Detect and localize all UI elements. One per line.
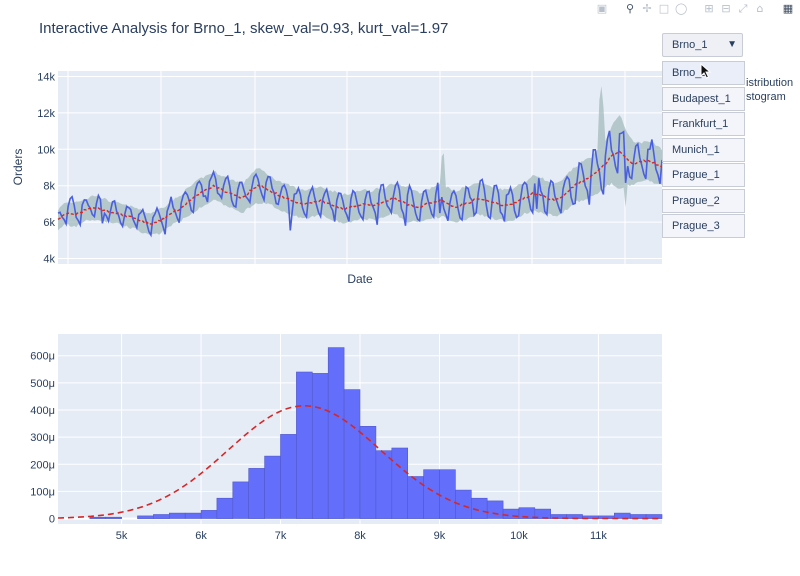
x-tick-label: 8k [354,530,366,542]
normal-fit-curve[interactable] [57,405,662,520]
histogram-bar[interactable] [200,510,218,519]
x-tick-label: 7k [275,530,287,542]
chart-title: Interactive Analysis for Brno_1, skew_va… [39,20,449,37]
y-tick-label: 300μ [30,432,55,444]
y-tick-label: 200μ [30,459,55,471]
histogram-bar[interactable] [169,512,186,519]
histogram-bar[interactable] [89,516,107,519]
pan-icon[interactable]: ✢ [642,2,652,15]
y-tick-label: 100μ [30,486,55,498]
x-tick-label: 11k [590,530,607,542]
zoom-icon[interactable]: ⚲ [625,2,635,15]
histogram-bar[interactable] [502,508,520,519]
histogram-bar[interactable] [232,481,250,519]
histogram-bar[interactable] [296,371,313,519]
y-tick-label: 400μ [30,405,55,417]
dropdown-selected-label: Brno_1 [672,39,708,51]
zoom-out-icon[interactable]: ⊟ [721,2,731,15]
histogram-bar[interactable] [375,450,393,519]
dropdown-option-budapest-1[interactable]: Budapest_1 [662,86,745,111]
histogram-bar[interactable] [327,347,345,519]
top-plot-area[interactable] [58,71,662,264]
rolling-mean-line[interactable] [57,150,663,226]
dropdown-option-prague-2[interactable]: Prague_2 [662,188,745,213]
y-tick-label: 14k [37,71,55,83]
histogram-bar[interactable] [248,468,265,519]
histogram-bar[interactable] [613,512,631,519]
modebar: ▣ ⚲ ✢ □ ◯ ⊞ ⊟ ⤢ ⌂ ▦ [596,2,794,16]
confidence-band [58,86,662,236]
y-tick-label: 500μ [30,378,55,390]
box-select-icon[interactable]: □ [658,2,670,15]
x-tick-label: 10k [510,530,528,542]
dropdown-selected[interactable]: Brno_1 ▼ [662,33,743,57]
x-tick-label: 6k [195,530,207,542]
y-tick-label: 8k [43,181,55,193]
orders-series-line[interactable] [57,130,663,238]
y-tick-label: 10k [37,144,55,156]
x-axis-label: Date [347,272,373,286]
legend-entry-distribution[interactable]: istribution [746,77,794,89]
mouse-cursor-icon [700,63,712,79]
dropdown-option-prague-1[interactable]: Prague_1 [662,163,745,187]
dropdown-option-frankfurt-1[interactable]: Frankfurt_1 [662,112,745,136]
y-tick-label: 12k [37,108,55,120]
zoom-in-icon[interactable]: ⊞ [704,2,714,15]
x-tick-label: 5k [116,530,128,542]
histogram-bar[interactable] [439,469,456,519]
y-axis-label: Orders [11,149,25,186]
chevron-down-icon: ▼ [727,39,737,50]
y-tick-label: 6k [43,217,55,229]
histogram-bar[interactable] [534,508,551,519]
lasso-icon[interactable]: ◯ [675,2,688,15]
histogram-bar[interactable] [343,389,361,519]
histogram-bar[interactable] [105,516,122,519]
home-icon[interactable]: ⌂ [756,2,764,15]
histogram-bar[interactable] [486,500,504,519]
x-tick-label: 9k [434,530,446,542]
autoscale-icon[interactable]: ⤢ [738,2,748,15]
histogram-bar[interactable] [184,512,202,519]
histogram-bar[interactable] [137,515,154,519]
y-tick-label: 600μ [30,351,55,363]
histogram-bar[interactable] [311,373,329,519]
y-tick-label: 0 [49,514,55,526]
dropdown-options: Brno_1 Budapest_1 Frankfurt_1 Munich_1 P… [662,61,745,238]
histogram-bar[interactable] [391,447,408,519]
city-dropdown[interactable]: Brno_1 ▼ Brno_1 Budapest_1 Frankfurt_1 M… [662,33,745,240]
histogram-bar[interactable] [264,455,281,519]
camera-icon[interactable]: ▣ [596,2,608,15]
dropdown-option-prague-3[interactable]: Prague_3 [662,214,745,238]
histogram-bar[interactable] [359,425,377,519]
legend-entry-histogram[interactable]: stogram [746,91,786,103]
histogram-bar[interactable] [280,434,297,519]
histogram-bar[interactable] [216,497,234,519]
y-tick-label: 4k [43,254,55,266]
dropdown-option-munich-1[interactable]: Munich_1 [662,137,745,162]
histogram-bar[interactable] [153,514,170,519]
plotly-logo-icon[interactable]: ▦ [782,2,794,15]
